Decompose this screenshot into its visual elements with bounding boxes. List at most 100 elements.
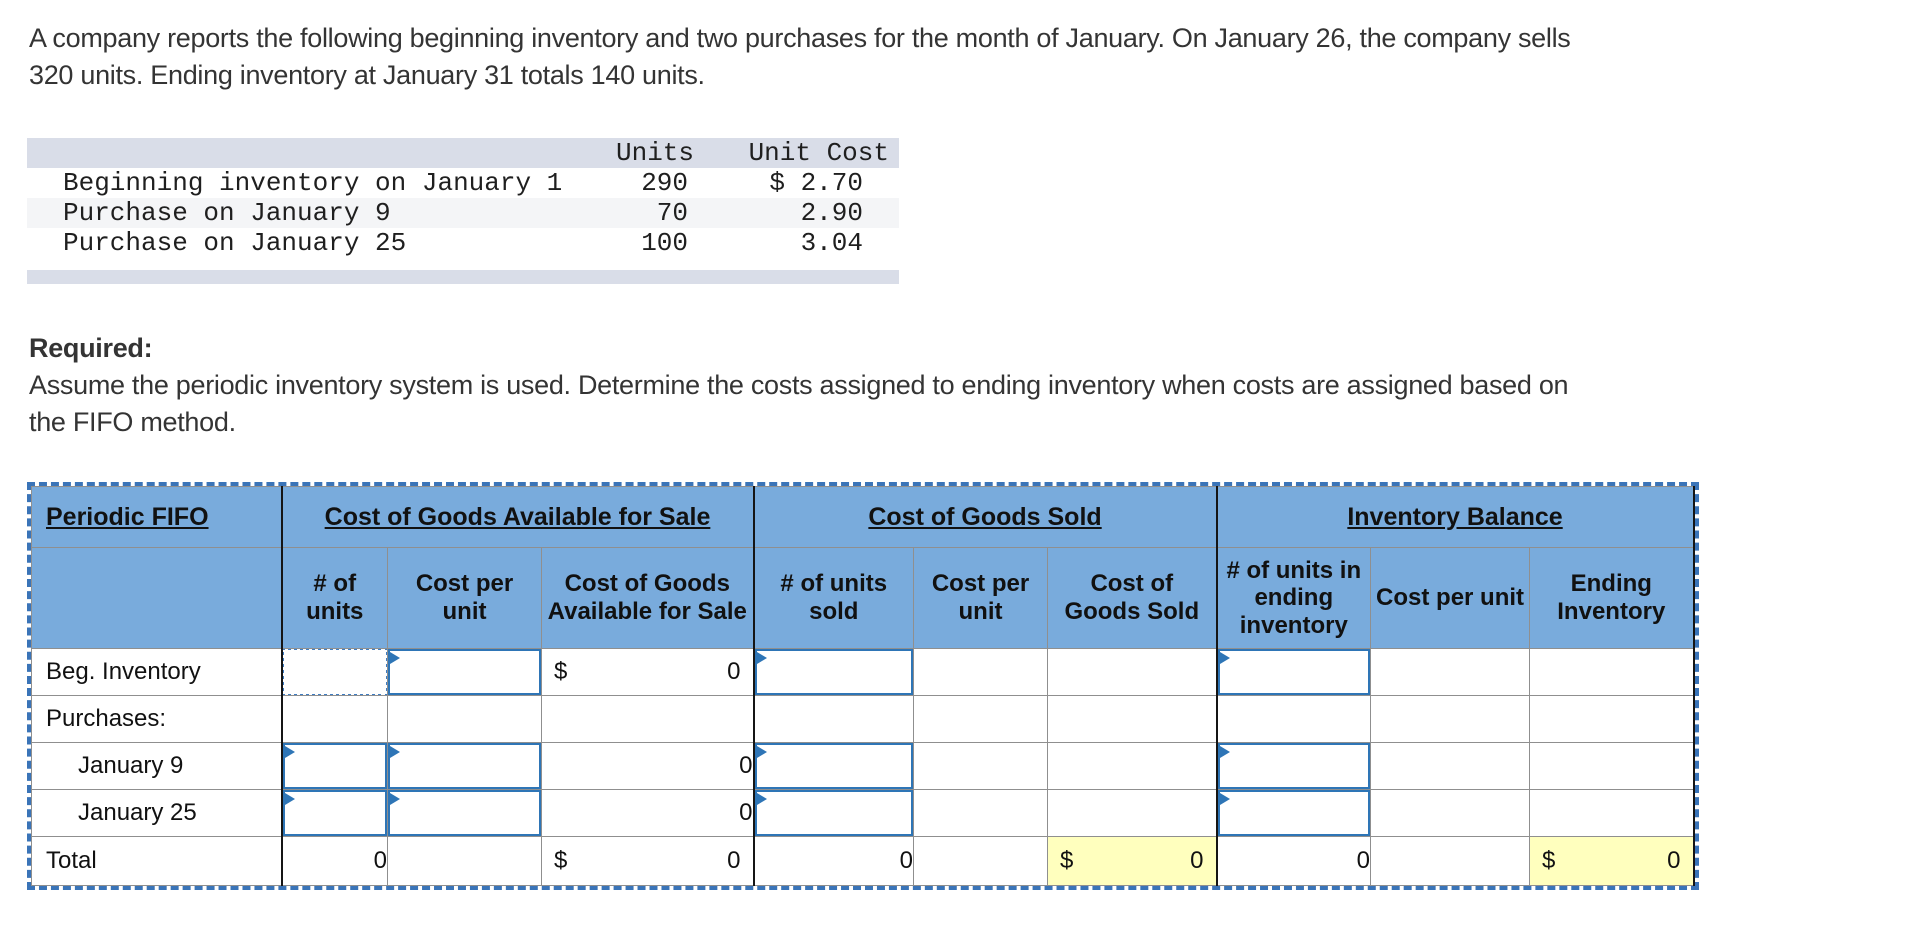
cell-flag-icon xyxy=(1219,746,1230,758)
cell-jan25-units-ending xyxy=(1215,789,1372,837)
total-cogafs-value: 0 xyxy=(727,847,741,874)
input-beg-cost-per-unit[interactable] xyxy=(388,649,541,695)
empty-cell xyxy=(1370,695,1531,743)
empty-cell xyxy=(387,695,542,743)
cell-beg-ending-inventory xyxy=(1529,648,1695,696)
col-header-cost-per-unit: Cost per unit xyxy=(1370,547,1531,649)
row-label: January 9 xyxy=(31,742,282,790)
total-ending-inventory-value: 0 xyxy=(1667,847,1681,874)
row-label: Beg. Inventory xyxy=(31,648,282,696)
empty-cell xyxy=(1529,695,1695,743)
problem-line-2: 320 units. Ending inventory at January 3… xyxy=(29,60,705,90)
col-header-cost-per-unit: Cost per unit xyxy=(913,547,1049,649)
cell-flag-icon xyxy=(284,746,295,758)
cell-jan9-units-ending xyxy=(1215,742,1372,790)
cell-jan9-units-sold xyxy=(752,742,915,790)
input-jan25-cost-per-unit[interactable] xyxy=(388,790,541,836)
currency-symbol: $ xyxy=(1542,847,1556,874)
row-beg-inventory: Beg. Inventory $0 xyxy=(31,648,1695,696)
table-row-purchase-jan9: Purchase on January 9 70 2.90 xyxy=(27,198,899,228)
total-cogs-value: 0 xyxy=(1190,847,1204,874)
empty-cell xyxy=(1370,789,1531,837)
empty-cell xyxy=(1047,742,1218,790)
col-header-cost-of-goods-sold: Cost of Goods Sold xyxy=(1047,547,1218,649)
cell-beg-invbal-cost-per-unit xyxy=(1370,648,1531,696)
cell-flag-icon xyxy=(390,793,400,805)
col-header-num-units: # of units xyxy=(280,547,388,649)
cell-beg-cogs-cost-per-unit xyxy=(913,648,1049,696)
section-header-inventory-balance: Inventory Balance xyxy=(1215,486,1695,548)
empty-cell xyxy=(280,695,388,743)
empty-cell xyxy=(540,695,755,743)
empty-cell xyxy=(1047,789,1218,837)
blank-header-cell xyxy=(31,547,282,649)
total-units-ending: 0 xyxy=(1215,836,1372,886)
cell-flag-icon xyxy=(1219,793,1230,805)
inventory-summary-table: Units Unit Cost Beginning inventory on J… xyxy=(27,138,899,284)
worksheet-section-header-row: Periodic FIFO Cost of Goods Available fo… xyxy=(31,486,1695,548)
col-header-units-sold: # of units sold xyxy=(752,547,915,649)
empty-cell xyxy=(913,742,1049,790)
cell-jan25-cogafs: 0 xyxy=(540,789,755,837)
spacer-row xyxy=(27,258,899,270)
cell-beg-units-ending xyxy=(1215,648,1372,696)
empty-cell xyxy=(1370,836,1531,886)
row-january-25: January 25 0 xyxy=(31,789,1695,837)
unit-cost-value: 3.04 xyxy=(800,228,863,258)
row-purchases: Purchases: xyxy=(31,695,1695,743)
empty-cell xyxy=(913,836,1049,886)
active-cell-beg-units[interactable] xyxy=(283,649,387,695)
cell-jan9-units xyxy=(280,742,388,790)
inventory-summary-header-row: Units Unit Cost xyxy=(27,138,899,168)
row-label: Purchase on January 9 xyxy=(27,198,600,228)
required-line-2: the FIFO method. xyxy=(29,407,236,437)
empty-cell xyxy=(752,695,915,743)
input-jan25-units-sold[interactable] xyxy=(755,790,913,836)
empty-cell xyxy=(1529,742,1695,790)
row-label: January 25 xyxy=(31,789,282,837)
input-jan25-units[interactable] xyxy=(283,790,387,836)
col-header-cost-per-unit: Cost per unit xyxy=(387,547,542,649)
input-beg-units-ending[interactable] xyxy=(1218,649,1370,695)
cell-beg-cost-per-unit xyxy=(387,648,542,696)
worksheet-selection-region: Periodic FIFO Cost of Goods Available fo… xyxy=(27,482,1699,890)
total-units: 0 xyxy=(280,836,388,886)
row-total: Total 0 $0 0 $0 0 $0 xyxy=(31,836,1695,886)
input-jan9-units[interactable] xyxy=(283,743,387,789)
worksheet-column-header-row: # of units Cost per unit Cost of Goods A… xyxy=(31,547,1695,649)
table-row-purchase-jan25: Purchase on January 25 100 3.04 xyxy=(27,228,899,258)
cell-beg-units xyxy=(280,648,388,696)
cell-beg-cogs xyxy=(1047,648,1218,696)
cell-jan9-cost-per-unit xyxy=(387,742,542,790)
total-cogafs: $0 xyxy=(540,836,755,886)
input-beg-units-sold[interactable] xyxy=(755,649,913,695)
required-line-1: Assume the periodic inventory system is … xyxy=(29,370,1569,400)
input-jan25-units-ending[interactable] xyxy=(1218,790,1370,836)
col-header-cogafs: Cost of Goods Available for Sale xyxy=(540,547,755,649)
units-value: 290 xyxy=(641,168,688,198)
cell-jan9-cogafs: 0 xyxy=(540,742,755,790)
input-jan9-cost-per-unit[interactable] xyxy=(388,743,541,789)
required-heading: Required: xyxy=(29,333,153,363)
total-ending-inventory: $0 xyxy=(1529,836,1695,886)
empty-cell xyxy=(1529,789,1695,837)
section-header-cogafs: Cost of Goods Available for Sale xyxy=(280,486,755,548)
input-jan9-units-sold[interactable] xyxy=(755,743,913,789)
blank-header-cell xyxy=(27,138,600,168)
required-section: Required: Assume the periodic inventory … xyxy=(29,330,1569,441)
units-value: 70 xyxy=(600,198,700,228)
currency-symbol: $ xyxy=(554,847,568,874)
row-january-9: January 9 0 xyxy=(31,742,1695,790)
input-jan9-units-ending[interactable] xyxy=(1218,743,1370,789)
cell-flag-icon xyxy=(756,746,767,758)
unit-cost-value: $ 2.70 xyxy=(769,168,863,198)
cell-jan25-cost-per-unit xyxy=(387,789,542,837)
empty-cell xyxy=(387,836,542,886)
cell-beg-cogafs: $0 xyxy=(540,648,755,696)
cell-jan25-units xyxy=(280,789,388,837)
units-value: 100 xyxy=(641,228,688,258)
section-header-cogs: Cost of Goods Sold xyxy=(752,486,1218,548)
empty-cell xyxy=(1370,742,1531,790)
table-footer-bar xyxy=(27,270,899,284)
